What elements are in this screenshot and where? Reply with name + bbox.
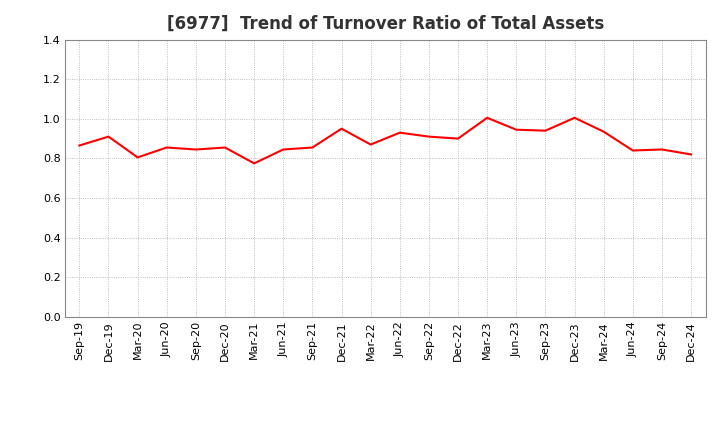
Title: [6977]  Trend of Turnover Ratio of Total Assets: [6977] Trend of Turnover Ratio of Total … [166,15,604,33]
